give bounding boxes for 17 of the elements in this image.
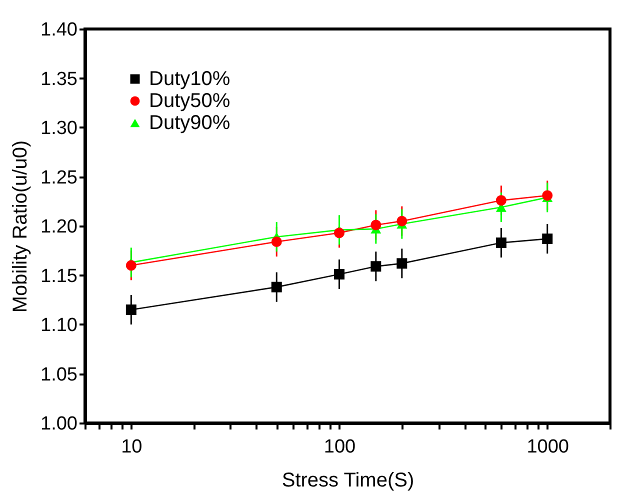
- x-axis-title: Stress Time(S): [282, 470, 414, 492]
- legend-label: Duty10%: [149, 68, 230, 90]
- y-tick-label: 1.15: [40, 266, 78, 287]
- y-tick-label: 1.00: [40, 414, 78, 434]
- y-tick-label: 1.25: [40, 167, 78, 188]
- x-tick-label: 1000: [526, 436, 569, 458]
- x-tick-label: 100: [324, 436, 356, 458]
- y-tick-label: 1.40: [40, 20, 78, 40]
- y-tick-label: 1.20: [40, 216, 78, 238]
- legend-label: Duty90%: [149, 112, 230, 134]
- legend-label: Duty50%: [149, 90, 230, 112]
- y-tick-label: 1.35: [40, 68, 78, 90]
- x-tick-label: 10: [121, 436, 142, 458]
- y-tick-label: 1.05: [40, 364, 78, 386]
- y-tick-label: 1.10: [40, 315, 78, 336]
- y-axis-title: Mobility Ratio(u/u0): [10, 140, 32, 313]
- y-tick-label: 1.30: [40, 118, 78, 139]
